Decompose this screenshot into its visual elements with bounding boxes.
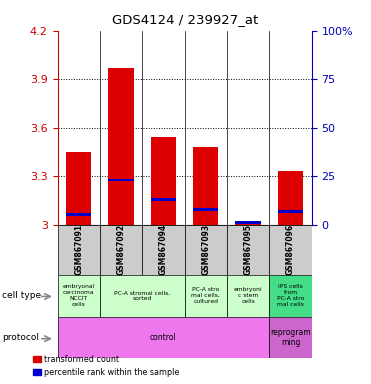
Bar <box>269 317 312 358</box>
Bar <box>269 275 312 317</box>
Bar <box>227 225 269 275</box>
Text: control: control <box>150 333 177 342</box>
Bar <box>278 210 303 212</box>
Text: GDS4124 / 239927_at: GDS4124 / 239927_at <box>112 13 259 26</box>
Bar <box>100 275 185 317</box>
Text: iPS cells
from
PC-A stro
mal cells: iPS cells from PC-A stro mal cells <box>277 285 304 307</box>
Text: GSM867095: GSM867095 <box>244 224 253 275</box>
Bar <box>185 275 227 317</box>
Bar <box>108 68 134 225</box>
Text: embryoni
c stem
cells: embryoni c stem cells <box>234 287 262 304</box>
Bar <box>66 214 91 217</box>
Bar <box>58 317 269 358</box>
Text: GSM867093: GSM867093 <box>201 224 210 275</box>
Bar <box>193 147 219 225</box>
Text: embryonal
carcinoma
NCCIT
cells: embryonal carcinoma NCCIT cells <box>63 285 95 307</box>
Text: GSM867096: GSM867096 <box>286 224 295 275</box>
Text: cell type: cell type <box>2 291 41 300</box>
Bar <box>66 152 91 225</box>
Bar <box>58 225 100 275</box>
Bar <box>151 137 176 225</box>
Bar <box>58 275 100 317</box>
Bar <box>151 198 176 201</box>
Text: reprogram
ming: reprogram ming <box>270 328 311 347</box>
Bar <box>236 221 261 224</box>
Text: GSM867092: GSM867092 <box>116 224 125 275</box>
Bar <box>108 179 134 182</box>
Bar <box>236 222 261 225</box>
Bar <box>185 225 227 275</box>
Bar <box>278 171 303 225</box>
Text: PC-A stromal cells,
sorted: PC-A stromal cells, sorted <box>114 290 170 301</box>
Text: protocol: protocol <box>2 333 39 343</box>
Bar <box>227 275 269 317</box>
Text: GSM867091: GSM867091 <box>74 224 83 275</box>
Bar <box>142 225 185 275</box>
Legend: transformed count, percentile rank within the sample: transformed count, percentile rank withi… <box>30 351 183 380</box>
Bar <box>269 225 312 275</box>
Bar <box>193 208 219 210</box>
Text: PC-A stro
mal cells,
cultured: PC-A stro mal cells, cultured <box>191 287 220 304</box>
Text: GSM867094: GSM867094 <box>159 224 168 275</box>
Bar <box>100 225 142 275</box>
